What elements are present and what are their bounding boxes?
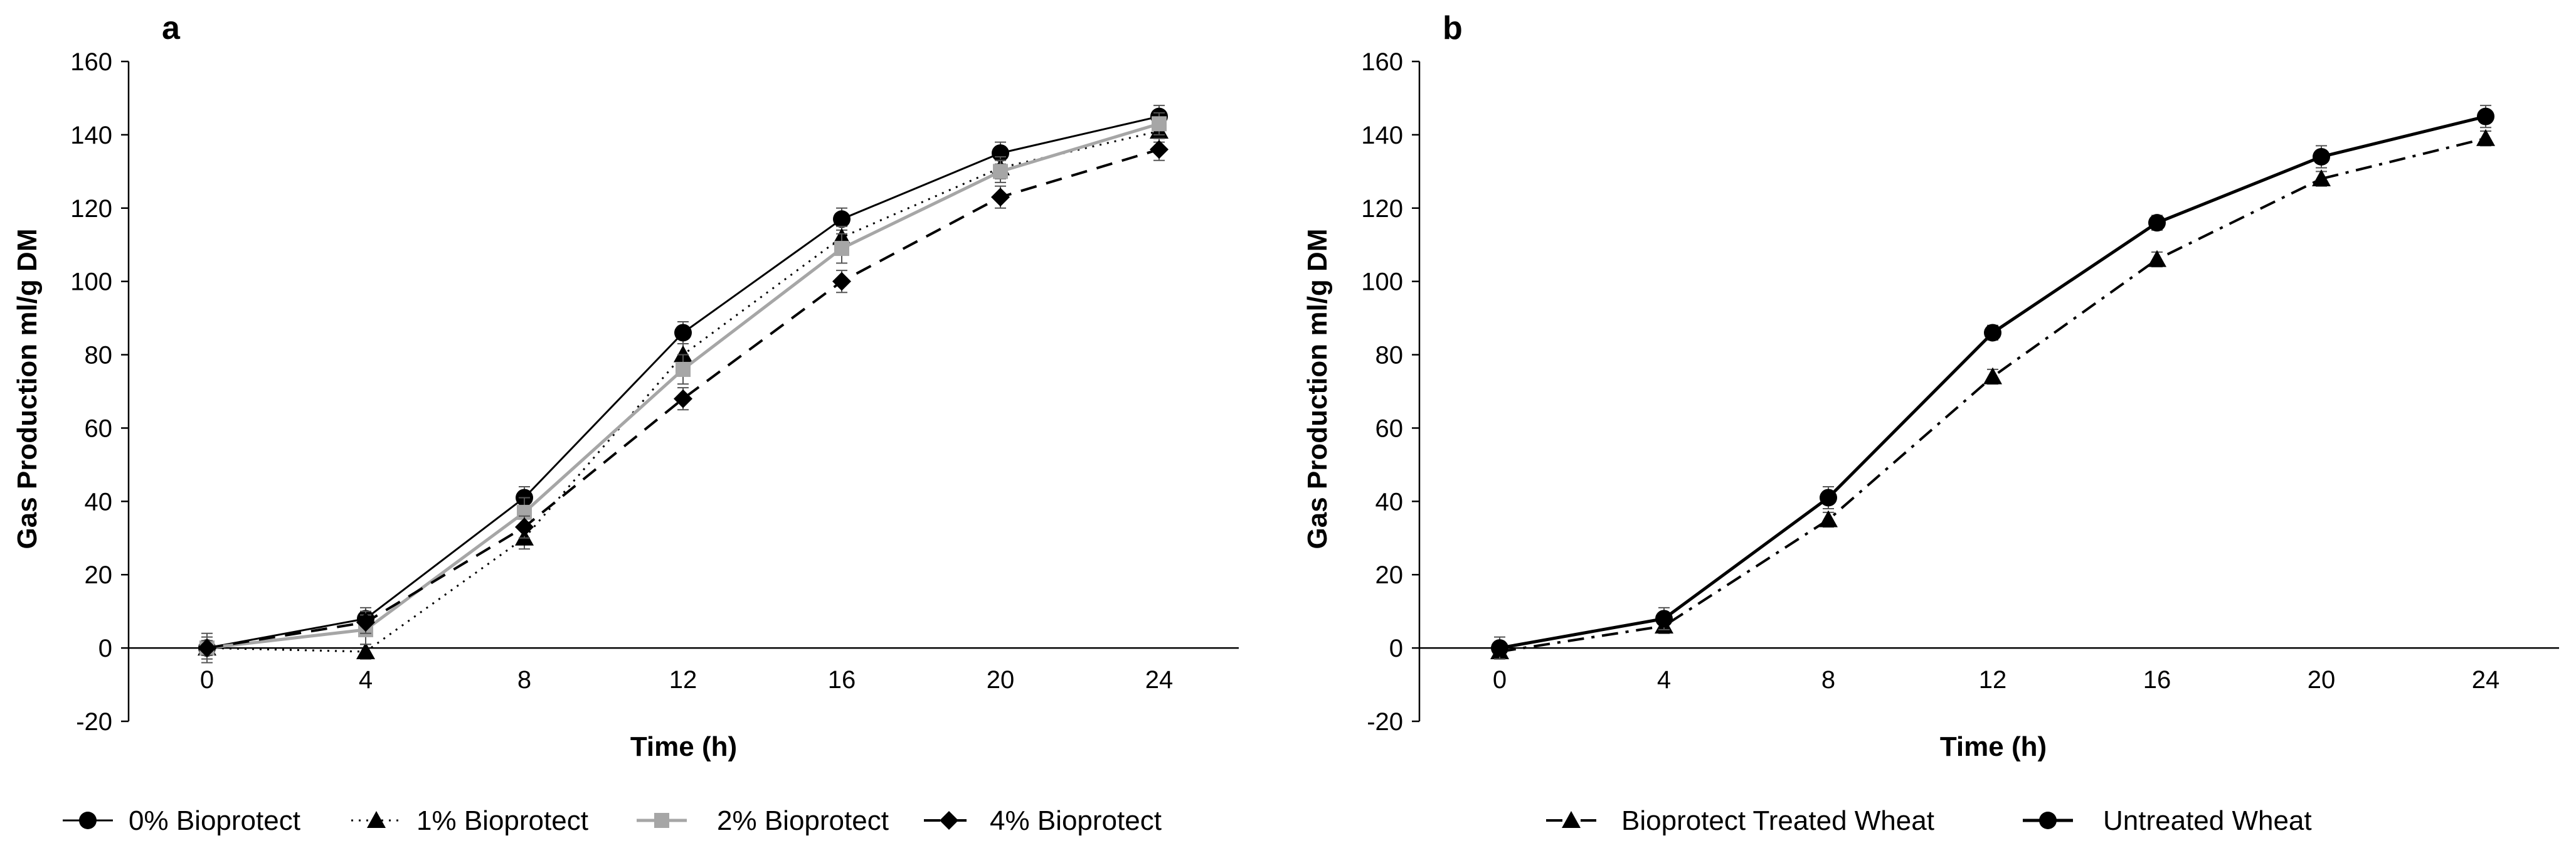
data-point [2148,250,2166,267]
data-point [2476,129,2495,146]
data-point [993,164,1008,179]
legend-label: Bioprotect Treated Wheat [1621,805,1934,836]
y-axis-title: Gas Production ml/g DM [12,229,43,549]
legend-label: 2% Bioprotect [717,805,889,836]
x-tick-label: 8 [517,666,531,694]
x-tick-label: 20 [2308,666,2336,694]
legend-entry: Untreated Wheat [2023,805,2312,836]
data-point [1820,489,1837,507]
legend-marker [654,813,669,828]
data-point [1152,116,1167,132]
data-point [515,517,534,537]
series-line [1499,137,2486,653]
data-point [676,361,691,377]
y-tick-label: 60 [85,415,113,442]
y-tick-label: 160 [70,48,112,76]
x-tick-label: 0 [200,666,214,694]
series-untreated-wheat [1491,105,2494,660]
x-tick-label: 4 [359,666,373,694]
legend-entry: 1% Bioprotect [351,805,588,836]
y-tick-label: 40 [1375,488,1404,516]
y-tick-label: 20 [85,561,113,589]
data-point [198,639,216,658]
x-axis-title: Time (h) [1940,731,2047,762]
y-tick-label: 120 [1361,195,1403,223]
y-tick-label: 0 [98,635,112,662]
data-point [1983,367,2002,384]
x-tick-label: 12 [669,666,697,694]
data-point [833,210,851,228]
data-point [1819,510,1838,528]
data-point [1655,610,1673,628]
series-4-bioprotect [198,137,1169,658]
x-axis-title: Time (h) [630,731,737,762]
data-point [2313,147,2330,166]
y-tick-label: 80 [85,342,113,369]
data-point [2148,214,2166,232]
data-point [2312,169,2331,187]
series-bioprotect-treated-wheat [1490,129,2495,660]
y-tick-label: -20 [76,708,112,736]
x-tick-label: 8 [1821,666,1835,694]
legend-marker [79,812,97,829]
legend-marker [367,811,386,828]
x-tick-label: 4 [1657,666,1671,694]
legend-marker [2039,812,2057,829]
y-axis-title: Gas Production ml/g DM [1302,229,1333,549]
y-tick-label: 120 [70,195,112,223]
y-tick-label: 0 [1389,635,1403,662]
x-tick-label: 24 [1145,666,1174,694]
legend-entry: 4% Bioprotect [924,805,1162,836]
panel-letter: a [162,10,181,46]
y-tick-label: 140 [70,122,112,149]
legend-marker [1562,811,1581,828]
data-point [834,241,849,257]
legend-label: 4% Bioprotect [990,805,1162,836]
legend-entry: Bioprotect Treated Wheat [1546,805,1934,836]
data-point [1491,639,1508,657]
data-point [674,324,692,342]
y-tick-label: 160 [1361,48,1403,76]
data-point [2477,107,2494,125]
data-point [832,272,851,291]
data-point [356,642,375,659]
legend-label: 0% Bioprotect [129,805,300,836]
data-point [1150,140,1169,159]
y-tick-label: -20 [1367,708,1403,736]
data-point [991,188,1010,207]
data-point [992,144,1009,162]
data-point [674,389,692,408]
y-tick-label: 100 [1361,268,1403,296]
y-tick-label: 60 [1375,415,1404,442]
x-tick-label: 16 [828,666,856,694]
x-tick-label: 20 [987,666,1015,694]
series-line [206,122,1160,650]
x-tick-label: 16 [2143,666,2171,694]
legend-label: 1% Bioprotect [416,805,588,836]
panel-letter: b [1443,10,1463,46]
legend-entry: 0% Bioprotect [63,805,300,836]
x-tick-label: 12 [1979,666,2007,694]
x-tick-label: 24 [2472,666,2500,694]
y-tick-label: 140 [1361,122,1403,149]
y-tick-label: 80 [1375,342,1404,369]
data-point [1984,324,2001,342]
data-point [356,613,375,632]
x-tick-label: 0 [1493,666,1507,694]
y-tick-label: 20 [1375,561,1404,589]
legend-entry: 2% Bioprotect [637,805,889,836]
legend-marker [940,811,958,830]
panel-b: b -20 0 20 40 60 80 100 120 140 160 0 4 8 12 16 20 24 Time… [1302,10,2559,836]
data-point [674,345,692,363]
legend-label: Untreated Wheat [2103,805,2312,836]
y-tick-label: 40 [85,488,113,516]
panel-a: a -20 0 20 40 60 80 100 120 140 160 0 4 8 12 16 20 24 Time… [12,10,1239,836]
y-tick-label: 100 [70,268,112,296]
